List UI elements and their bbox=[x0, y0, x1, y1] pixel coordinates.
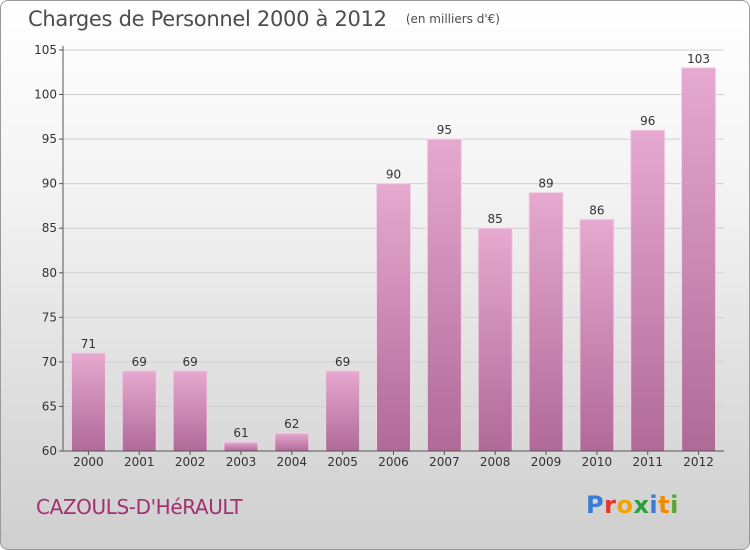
bar-value-label: 86 bbox=[589, 203, 604, 217]
bar-value-label: 89 bbox=[538, 177, 553, 191]
bar-value-label: 69 bbox=[132, 355, 147, 369]
x-tick-label: 2010 bbox=[582, 455, 613, 469]
x-tick-label: 2004 bbox=[277, 455, 308, 469]
logo-letter: i bbox=[670, 491, 679, 519]
bar-value-label: 62 bbox=[284, 417, 299, 431]
bar-value-label: 69 bbox=[335, 355, 350, 369]
logo-letter: o bbox=[616, 491, 634, 519]
y-tick-label: 75 bbox=[42, 310, 57, 324]
y-tick-label: 95 bbox=[42, 132, 57, 146]
bar bbox=[223, 441, 259, 452]
bar bbox=[579, 218, 615, 452]
bar-value-label: 103 bbox=[687, 52, 710, 66]
bar bbox=[681, 67, 717, 452]
x-tick-label: 2001 bbox=[124, 455, 155, 469]
logo-letter: t bbox=[658, 491, 671, 519]
bar-value-label: 85 bbox=[488, 212, 503, 226]
x-tick-label: 2000 bbox=[73, 455, 104, 469]
y-tick-label: 60 bbox=[42, 444, 57, 458]
x-tick-label: 2002 bbox=[175, 455, 206, 469]
bar-value-label: 95 bbox=[437, 123, 452, 137]
bar bbox=[528, 192, 564, 452]
y-tick-label: 80 bbox=[42, 266, 57, 280]
chart-title: Charges de Personnel 2000 à 2012 bbox=[28, 7, 387, 31]
x-tick-label: 2005 bbox=[327, 455, 358, 469]
x-tick-label: 2012 bbox=[683, 455, 714, 469]
y-tick-label: 85 bbox=[42, 221, 57, 235]
x-tick-label: 2008 bbox=[480, 455, 511, 469]
x-tick-label: 2006 bbox=[378, 455, 409, 469]
y-tick-label: 105 bbox=[34, 43, 57, 57]
bar bbox=[376, 183, 411, 452]
x-tick-label: 2009 bbox=[531, 455, 562, 469]
y-tick-label: 70 bbox=[42, 355, 57, 369]
y-tick-label: 100 bbox=[34, 88, 57, 102]
x-tick-label: 2011 bbox=[632, 455, 663, 469]
bar-value-label: 69 bbox=[182, 355, 197, 369]
bar bbox=[70, 352, 106, 452]
chart-subtitle: (en milliers d'€) bbox=[405, 12, 500, 26]
bar bbox=[325, 370, 361, 452]
x-tick-label: 2007 bbox=[429, 455, 460, 469]
bar-value-label: 96 bbox=[640, 114, 655, 128]
bar bbox=[426, 138, 462, 452]
bar bbox=[630, 129, 666, 452]
bar bbox=[172, 370, 208, 452]
bar bbox=[477, 227, 513, 452]
proxiti-logo[interactable]: Proxiti bbox=[586, 491, 679, 519]
axes: 60 65 70 75 80 85 90 95 100 105 2000 2001 2002 2003 20… bbox=[34, 43, 724, 469]
logo-letter: P bbox=[586, 491, 605, 519]
commune-name: CAZOULS-D'HéRAULT bbox=[36, 495, 243, 519]
x-tick-label: 2003 bbox=[226, 455, 257, 469]
bar bbox=[274, 432, 310, 452]
bar-value-label: 90 bbox=[386, 168, 401, 182]
y-tick-label: 90 bbox=[42, 177, 57, 191]
bar-value-label: 71 bbox=[81, 337, 96, 351]
title-block: Charges de Personnel 2000 à 2012 (en mil… bbox=[28, 7, 500, 31]
logo-letter: x bbox=[633, 491, 650, 519]
bar-value-label: 61 bbox=[233, 426, 248, 440]
bar bbox=[121, 370, 157, 452]
logo-letter: r bbox=[604, 491, 617, 519]
logo-letter: i bbox=[649, 491, 659, 519]
bars: 71 69 69 61 62 69 90 95 85 89 86 96 103 bbox=[70, 52, 717, 452]
y-tick-label: 65 bbox=[42, 399, 57, 413]
